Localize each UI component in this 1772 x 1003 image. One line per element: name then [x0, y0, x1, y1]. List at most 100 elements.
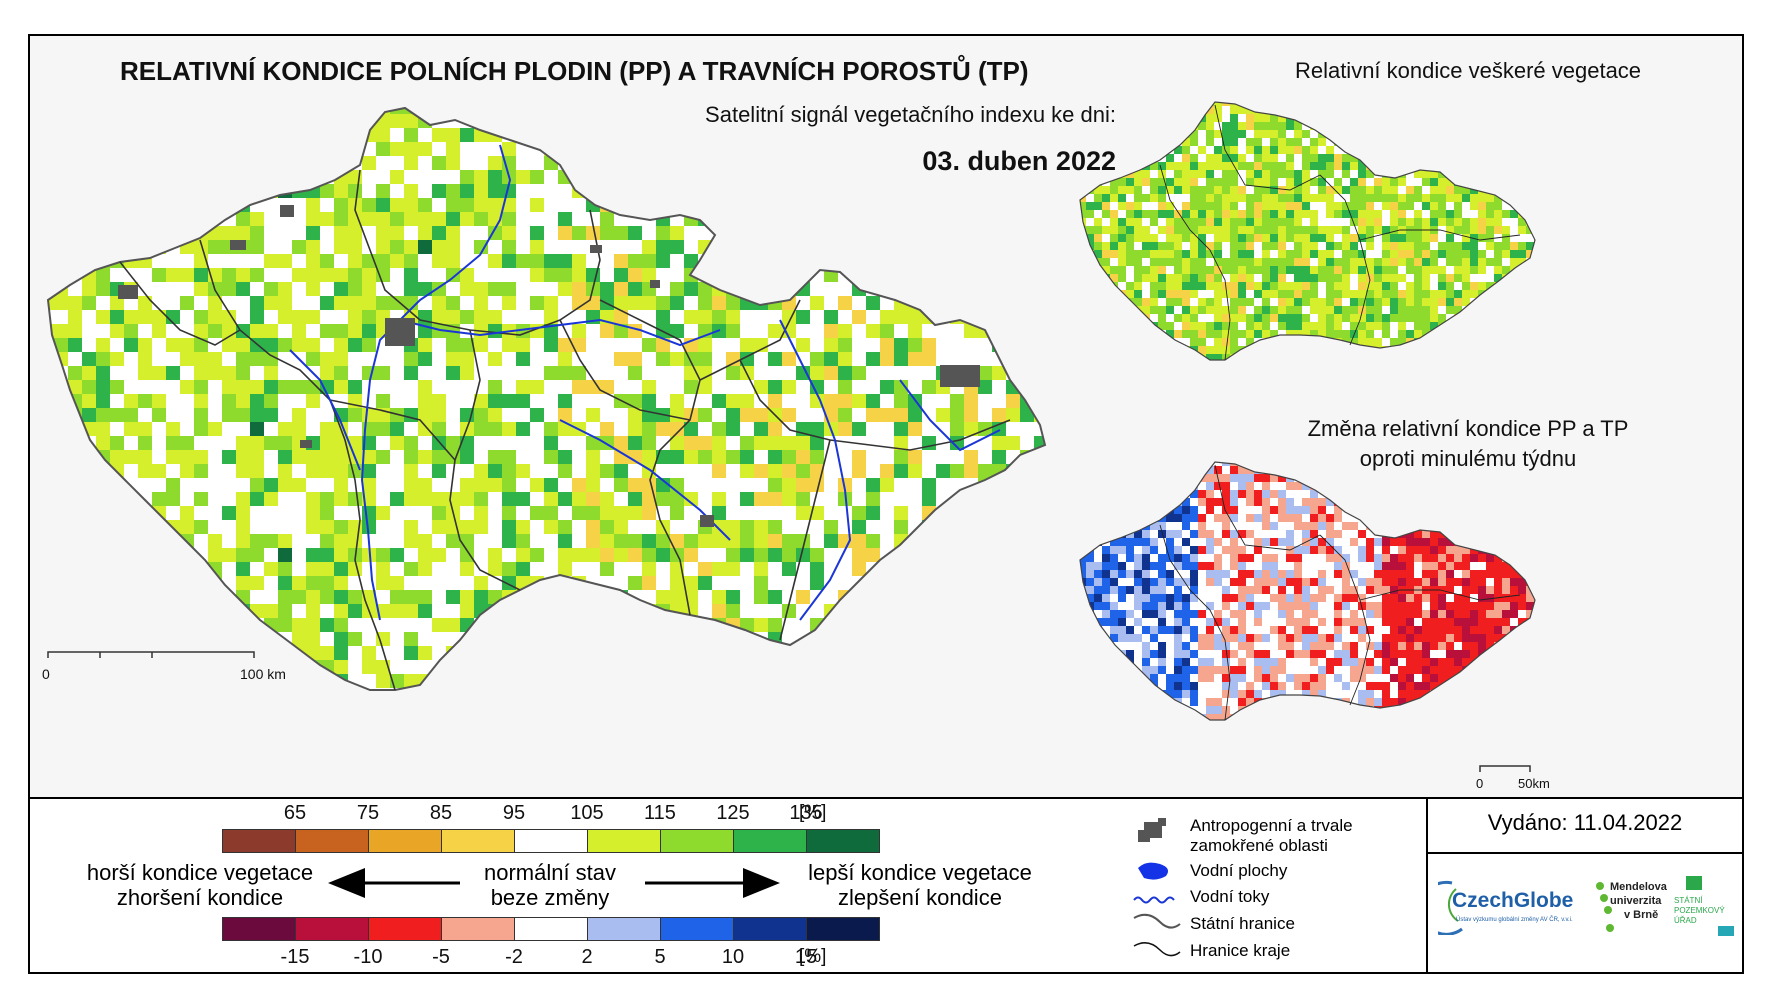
map-grid-cell: [110, 422, 124, 436]
map-grid-cell: [48, 282, 54, 296]
map-grid-cell: [1134, 338, 1142, 346]
map-grid-cell: [1198, 322, 1206, 330]
map-grid-cell: [936, 520, 950, 534]
map-grid-cell: [320, 114, 334, 128]
map-grid-cell: [852, 128, 866, 142]
map-grid-cell: [1310, 138, 1318, 146]
map-grid-cell: [432, 114, 446, 128]
map-grid-cell: [978, 240, 992, 254]
map-grid-cell: [48, 184, 54, 198]
map-grid-cell: [754, 282, 768, 296]
map-grid-cell: [852, 254, 866, 268]
map-grid-cell: [48, 352, 54, 366]
map-grid-cell: [124, 108, 138, 114]
map-grid-cell: [1086, 102, 1094, 106]
map-grid-cell: [362, 108, 376, 114]
map-grid-cell: [1358, 122, 1366, 130]
map-grid-cell: [1150, 338, 1158, 346]
map-grid-cell: [1238, 266, 1246, 274]
map-grid-cell: [852, 590, 866, 604]
map-grid-cell: [782, 240, 796, 254]
map-grid-cell: [208, 660, 222, 674]
map-grid-cell: [754, 352, 768, 366]
map-grid-cell: [726, 464, 740, 478]
map-grid-cell: [502, 380, 516, 394]
map-grid-cell: [1020, 184, 1034, 198]
map-grid-cell: [1374, 250, 1382, 258]
map-grid-cell: [1406, 330, 1414, 338]
map-grid-cell: [1358, 234, 1366, 242]
map-grid-cell: [1510, 250, 1518, 258]
map-grid-cell: [1334, 154, 1342, 162]
map-grid-cell: [1278, 202, 1286, 210]
map-grid-cell: [1502, 266, 1510, 274]
map-grid-cell: [82, 590, 96, 604]
map-grid-cell: [628, 352, 642, 366]
map-grid-cell: [1374, 122, 1382, 130]
map-grid-cell: [1478, 322, 1486, 330]
map-grid-cell: [1518, 106, 1526, 114]
map-grid-cell: [572, 240, 586, 254]
map-grid-cell: [1390, 106, 1398, 114]
map-grid-cell: [1430, 138, 1438, 146]
map-grid-cell: [376, 268, 390, 282]
map-grid-cell: [768, 478, 782, 492]
map-grid-cell: [1326, 306, 1334, 314]
map-grid-cell: [292, 464, 306, 478]
map-grid-cell: [544, 506, 558, 520]
map-grid-cell: [810, 534, 824, 548]
map-grid-cell: [712, 254, 726, 268]
map-grid-cell: [614, 114, 628, 128]
map-grid-cell: [1102, 122, 1110, 130]
map-grid-cell: [670, 632, 684, 646]
map-grid-cell: [236, 380, 250, 394]
map-grid-cell: [1110, 178, 1118, 186]
map-grid-cell: [684, 282, 698, 296]
map-grid-cell: [1262, 266, 1270, 274]
map-grid-cell: [1374, 138, 1382, 146]
map-grid-cell: [1518, 242, 1526, 250]
map-grid-cell: [600, 464, 614, 478]
map-grid-cell: [796, 548, 810, 562]
map-grid-cell: [1470, 162, 1478, 170]
map-grid-cell: [48, 128, 54, 142]
map-grid-cell: [68, 562, 82, 576]
map-grid-cell: [964, 660, 978, 674]
map-grid-cell: [1142, 130, 1150, 138]
map-grid-cell: [320, 506, 334, 520]
map-grid-cell: [1190, 306, 1198, 314]
map-grid-cell: [222, 464, 236, 478]
map-grid-cell: [1366, 322, 1374, 330]
map-grid-cell: [1494, 170, 1502, 178]
map-grid-cell: [138, 108, 152, 114]
map-grid-cell: [782, 506, 796, 520]
map-grid-cell: [894, 268, 908, 282]
map-grid-cell: [54, 198, 68, 212]
map-grid-cell: [866, 324, 880, 338]
map-grid-cell: [474, 660, 488, 674]
map-grid-cell: [712, 604, 726, 618]
map-grid-cell: [1094, 234, 1102, 242]
map-grid-cell: [124, 142, 138, 156]
map-grid-cell: [1334, 346, 1342, 354]
map-grid-cell: [1034, 688, 1045, 690]
map-grid-cell: [1246, 186, 1254, 194]
map-grid-cell: [1302, 210, 1310, 218]
map-grid-cell: [432, 142, 446, 156]
map-grid-cell: [558, 184, 572, 198]
map-grid-cell: [600, 108, 614, 114]
map-grid-cell: [138, 380, 152, 394]
map-grid-cell: [558, 282, 572, 296]
map-grid-cell: [68, 324, 82, 338]
map-grid-cell: [1134, 346, 1142, 354]
map-grid-cell: [502, 562, 516, 576]
map-grid-cell: [712, 338, 726, 352]
map-grid-cell: [614, 464, 628, 478]
map-grid-cell: [852, 198, 866, 212]
map-grid-cell: [572, 590, 586, 604]
map-grid-cell: [110, 436, 124, 450]
map-grid-cell: [1086, 114, 1094, 122]
map-grid-cell: [572, 506, 586, 520]
map-grid-cell: [278, 352, 292, 366]
map-grid-cell: [166, 534, 180, 548]
